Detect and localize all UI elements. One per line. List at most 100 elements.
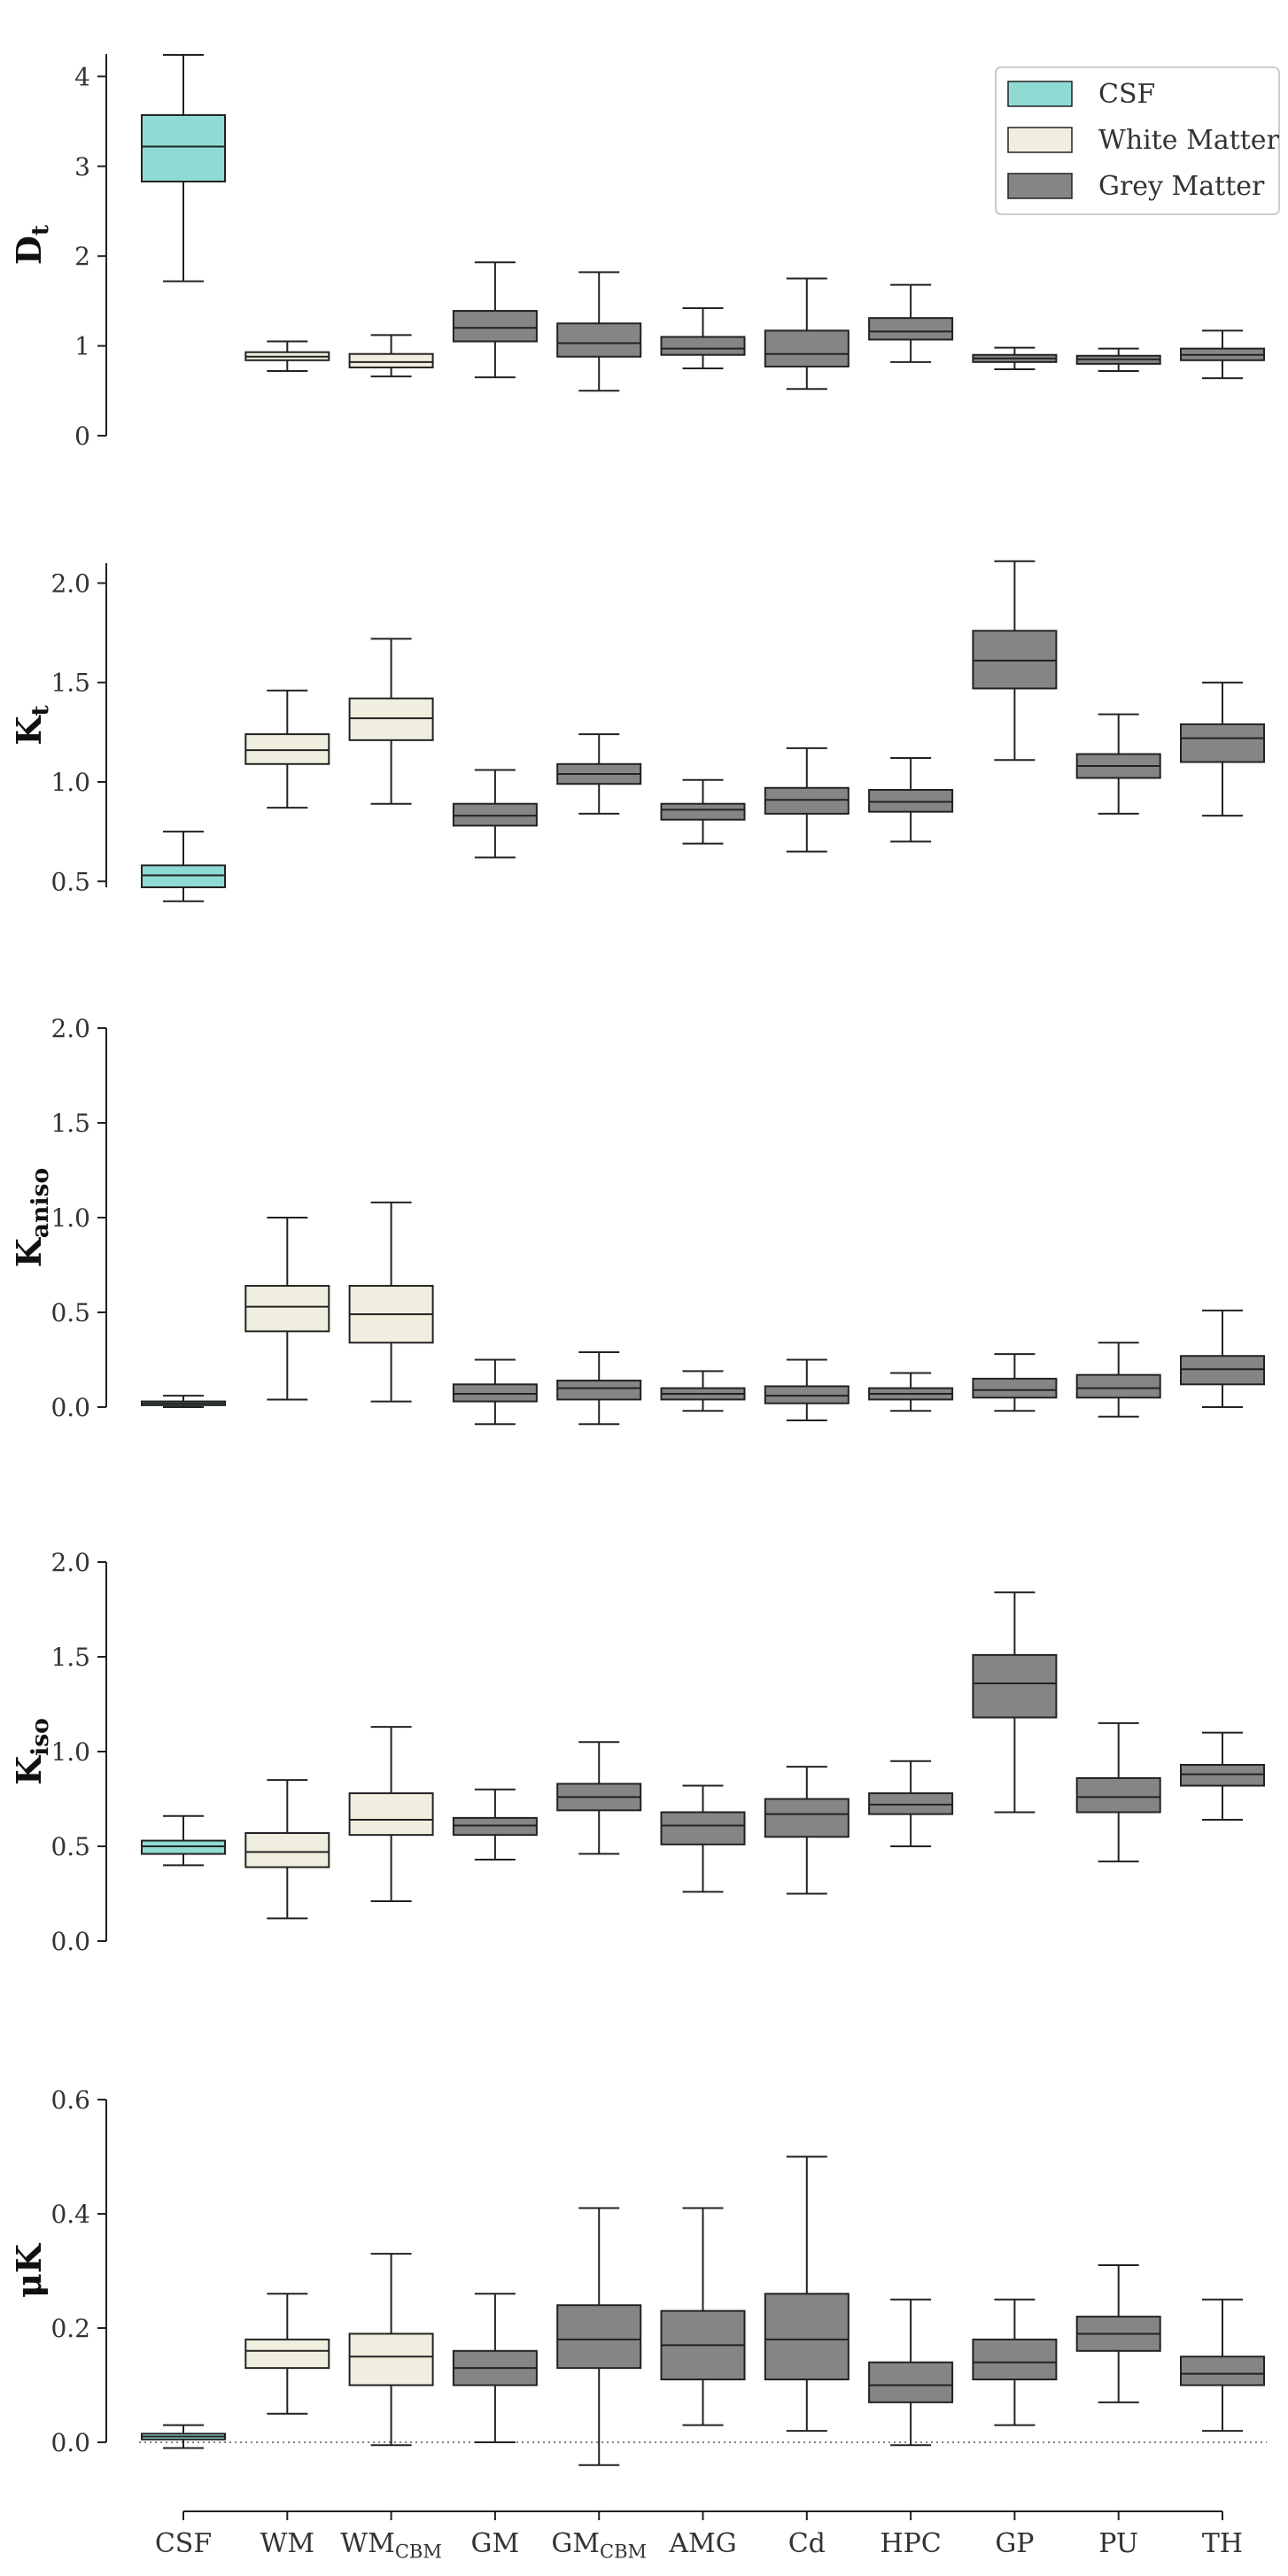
iqr-box: [556, 322, 642, 358]
box-Cd: [764, 746, 850, 853]
y-axis-label: Kiso: [9, 1718, 54, 1785]
x-tick-label: GP: [995, 2528, 1034, 2559]
box-HPC: [868, 1760, 954, 1847]
box-TH: [1180, 1309, 1265, 1408]
box-AMG: [660, 1370, 746, 1412]
x-tick-label: GM: [471, 2528, 520, 2559]
y-tick-label: 2.0: [50, 569, 90, 598]
iqr-box: [244, 1285, 330, 1333]
iqr-box: [764, 2293, 850, 2381]
box-GP: [972, 2298, 1058, 2426]
box-WM: [244, 689, 330, 809]
y-tick-label: 0.4: [50, 2200, 90, 2229]
y-tick-label: 0.0: [50, 1393, 90, 1422]
iqr-box: [660, 336, 746, 356]
box-WMCBM: [348, 1201, 434, 1403]
y-tick-label: 1.0: [50, 1737, 90, 1767]
box-PU: [1075, 1721, 1161, 1863]
iqr-box: [556, 2304, 642, 2370]
box-AMG: [660, 2207, 746, 2426]
iqr-box: [348, 697, 434, 741]
iqr-box: [972, 2338, 1058, 2381]
legend-label: White Matter: [1098, 125, 1280, 156]
box-GMCBM: [556, 1350, 642, 1426]
panel-2: 0.5 1.0 1.5 2.0 Kt: [9, 560, 1265, 902]
iqr-box: [556, 1380, 642, 1401]
iqr-box: [660, 802, 746, 821]
box-PU: [1075, 347, 1161, 372]
iqr-box: [868, 1792, 954, 1815]
y-tick-label: 0.0: [50, 1927, 90, 1956]
box-GP: [972, 1591, 1058, 1814]
box-CSF: [141, 831, 226, 902]
iqr-box: [244, 1832, 330, 1868]
box-WMCBM: [348, 334, 434, 378]
y-tick-label: 1: [74, 332, 90, 361]
box-AMG: [660, 1784, 746, 1893]
iqr-box: [141, 113, 226, 183]
box-PU: [1075, 1342, 1161, 1418]
iqr-box: [348, 2332, 434, 2386]
panel-1: 0 1 2 3 4 Dt CSF White Matter Grey Matter: [9, 54, 1280, 451]
y-tick-label: 1.5: [50, 1109, 90, 1138]
y-tick-label: 2.0: [50, 1014, 90, 1043]
box-Cd: [764, 2155, 850, 2433]
legend-swatch: [1007, 173, 1073, 199]
box-Cd: [764, 1358, 850, 1421]
box-GM: [452, 2293, 538, 2443]
box-HPC: [868, 757, 954, 843]
box-GP: [972, 346, 1058, 370]
legend: CSF White Matter Grey Matter: [995, 66, 1280, 215]
x-axis: CSFWMWMCBMGMGMCBMAMGCdHPCGPPUTHROI: [155, 2510, 1243, 2562]
box-WM: [244, 1779, 330, 1920]
iqr-box: [868, 317, 954, 341]
box-TH: [1180, 2298, 1265, 2433]
iqr-box: [972, 1653, 1058, 1719]
iqr-box: [141, 1839, 226, 1855]
box-GM: [452, 261, 538, 379]
y-tick-label: 1.5: [50, 669, 90, 698]
x-tick-label: CSF: [155, 2528, 212, 2559]
box-Cd: [764, 1766, 850, 1895]
iqr-box: [452, 310, 538, 343]
x-tick-label: AMG: [668, 2528, 736, 2559]
box-GP: [972, 560, 1058, 762]
y-tick-label: 1.5: [50, 1643, 90, 1672]
x-tick-label: GMCBM: [551, 2528, 647, 2562]
iqr-box: [1180, 1355, 1265, 1386]
iqr-box: [452, 802, 538, 827]
box-TH: [1180, 681, 1265, 817]
iqr-box: [348, 352, 434, 368]
box-GM: [452, 1358, 538, 1426]
box-HPC: [868, 2298, 954, 2447]
x-tick-label: HPC: [880, 2528, 941, 2559]
box-PU: [1075, 2264, 1161, 2403]
box-WMCBM: [348, 638, 434, 805]
box-PU: [1075, 713, 1161, 815]
y-tick-label: 1.0: [50, 768, 90, 797]
iqr-box: [1180, 1763, 1265, 1787]
iqr-box: [1180, 2356, 1265, 2386]
y-axis-label: Kaniso: [9, 1168, 54, 1267]
iqr-box: [1180, 723, 1265, 763]
y-tick-label: 0.6: [50, 2085, 90, 2115]
y-tick-label: 0.2: [50, 2314, 90, 2343]
iqr-box: [868, 788, 954, 813]
box-GMCBM: [556, 271, 642, 392]
iqr-box: [764, 329, 850, 367]
box-TH: [1180, 329, 1265, 380]
iqr-box: [972, 1377, 1058, 1399]
iqr-box: [452, 1816, 538, 1837]
y-tick-label: 0.0: [50, 2428, 90, 2457]
iqr-box: [764, 1385, 850, 1404]
box-CSF: [141, 54, 226, 282]
panel-5: 0.0 0.2 0.4 0.6 μK: [9, 2085, 1267, 2466]
legend-label: Grey Matter: [1098, 171, 1265, 202]
iqr-box: [141, 864, 226, 888]
iqr-box: [868, 2361, 954, 2403]
box-HPC: [868, 283, 954, 363]
iqr-box: [452, 1383, 538, 1403]
box-HPC: [868, 1372, 954, 1412]
box-WM: [244, 1217, 330, 1401]
